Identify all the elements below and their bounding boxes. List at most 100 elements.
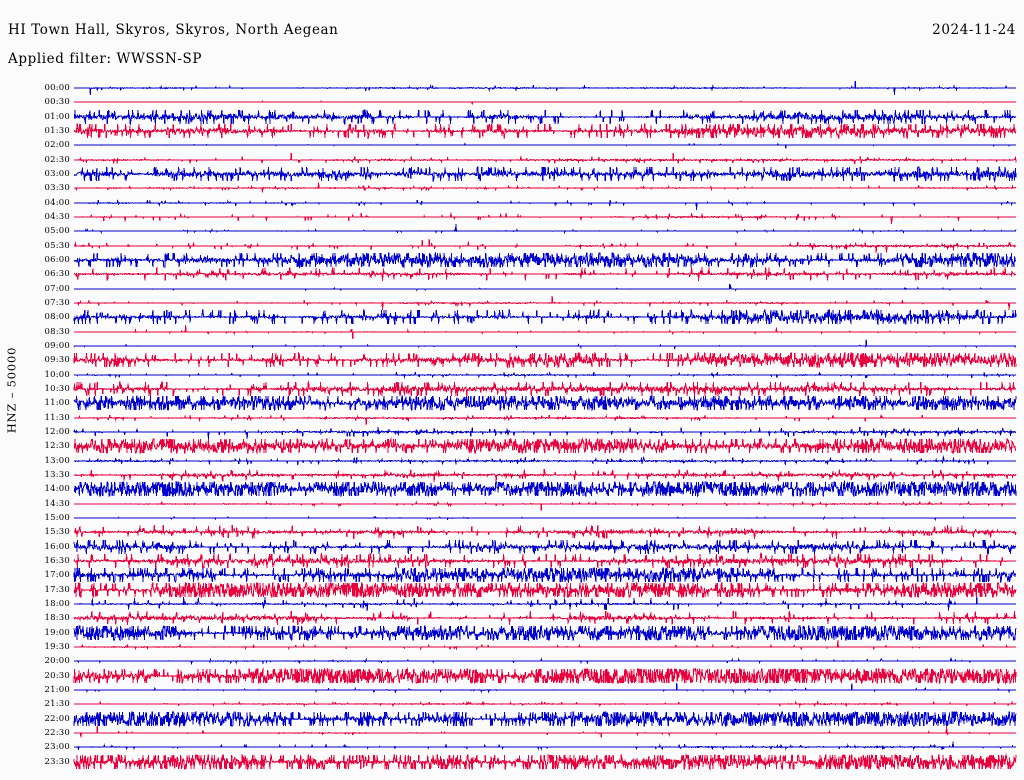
time-tick-label: 11:30 bbox=[44, 412, 70, 423]
time-tick-label: 16:30 bbox=[44, 555, 70, 566]
trace-row bbox=[73, 414, 1017, 426]
time-tick-label: 07:00 bbox=[44, 283, 70, 294]
time-tick-label: 09:30 bbox=[44, 354, 70, 365]
time-tick-label: 21:00 bbox=[44, 684, 70, 695]
trace-row bbox=[73, 700, 1017, 708]
time-tick-label: 05:00 bbox=[44, 225, 70, 236]
time-tick-label: 06:30 bbox=[44, 268, 70, 279]
trace-row bbox=[73, 624, 1017, 642]
trace-row bbox=[73, 395, 1017, 412]
trace-row bbox=[73, 539, 1017, 556]
trace-row bbox=[73, 212, 1017, 225]
time-tick-label: 18:00 bbox=[44, 598, 70, 609]
time-tick-label: 02:30 bbox=[44, 154, 70, 165]
time-tick-label: 00:30 bbox=[44, 96, 70, 107]
trace-row bbox=[73, 524, 1017, 540]
time-tick-label: 21:30 bbox=[44, 698, 70, 709]
time-tick-label: 01:00 bbox=[44, 111, 70, 122]
time-tick-label: 06:00 bbox=[44, 254, 70, 265]
time-tick-label: 04:30 bbox=[44, 211, 70, 222]
trace-row bbox=[73, 166, 1017, 183]
trace-row bbox=[73, 198, 1017, 211]
trace-row bbox=[73, 455, 1017, 465]
time-tick-label: 04:00 bbox=[44, 197, 70, 208]
time-tick-label: 07:30 bbox=[44, 297, 70, 308]
time-tick-label: 12:30 bbox=[44, 440, 70, 451]
trace-row bbox=[73, 480, 1017, 498]
trace-row bbox=[73, 238, 1017, 254]
time-tick-label: 17:00 bbox=[44, 569, 70, 580]
time-tick-label: 14:00 bbox=[44, 483, 70, 494]
trace-row bbox=[73, 639, 1017, 651]
trace-row bbox=[73, 80, 1017, 96]
trace-row bbox=[73, 682, 1017, 694]
time-tick-label: 20:30 bbox=[44, 670, 70, 681]
time-tick-label: 22:30 bbox=[44, 727, 70, 738]
time-tick-label: 11:00 bbox=[44, 397, 70, 408]
time-tick-label: 03:30 bbox=[44, 182, 70, 193]
time-tick-label: 08:30 bbox=[44, 326, 70, 337]
time-tick-label: 13:30 bbox=[44, 469, 70, 480]
record-date: 2024-11-24 bbox=[932, 22, 1016, 38]
trace-row bbox=[73, 122, 1017, 140]
trace-row bbox=[73, 515, 1017, 522]
trace-row bbox=[73, 371, 1017, 379]
trace-row bbox=[73, 566, 1017, 584]
trace-row bbox=[73, 109, 1017, 126]
trace-row bbox=[73, 581, 1017, 599]
time-tick-label: 05:30 bbox=[44, 240, 70, 251]
time-tick-label: 00:00 bbox=[44, 82, 70, 93]
trace-row bbox=[73, 100, 1017, 105]
trace-row bbox=[73, 339, 1017, 350]
time-tick-label: 22:00 bbox=[44, 713, 70, 724]
time-tick-label: 08:00 bbox=[44, 311, 70, 322]
trace-row bbox=[73, 223, 1017, 235]
time-tick-label: 19:00 bbox=[44, 627, 70, 638]
trace-row bbox=[73, 351, 1017, 369]
trace-row bbox=[73, 725, 1017, 738]
time-tick-label: 14:30 bbox=[44, 498, 70, 509]
time-tick-label: 01:30 bbox=[44, 125, 70, 136]
trace-row bbox=[73, 152, 1017, 165]
applied-filter-label: Applied filter: WWSSN-SP bbox=[8, 51, 203, 67]
time-tick-label: 17:30 bbox=[44, 584, 70, 595]
time-tick-label: 03:00 bbox=[44, 168, 70, 179]
trace-row bbox=[73, 667, 1017, 685]
trace-row bbox=[73, 251, 1017, 269]
time-tick-label: 13:00 bbox=[44, 455, 70, 466]
time-tick-label: 10:00 bbox=[44, 369, 70, 380]
trace-row bbox=[73, 710, 1017, 728]
trace-row bbox=[73, 610, 1017, 626]
trace-row bbox=[73, 426, 1017, 440]
trace-row bbox=[73, 657, 1017, 665]
time-tick-label: 16:00 bbox=[44, 541, 70, 552]
trace-row bbox=[73, 500, 1017, 511]
trace-row bbox=[74, 142, 1017, 149]
time-tick-label: 23:30 bbox=[44, 756, 70, 767]
time-tick-label: 02:00 bbox=[44, 139, 70, 150]
trace-row bbox=[73, 295, 1017, 311]
time-tick-label: 18:30 bbox=[44, 612, 70, 623]
time-tick-label: 09:00 bbox=[44, 340, 70, 351]
time-tick-label: 12:00 bbox=[44, 426, 70, 437]
time-tick-label: 23:00 bbox=[44, 741, 70, 752]
trace-row bbox=[73, 324, 1017, 340]
trace-row bbox=[73, 182, 1017, 193]
trace-row bbox=[73, 283, 1017, 292]
page-title: HI Town Hall, Skyros, Skyros, North Aege… bbox=[8, 22, 339, 38]
trace-row bbox=[73, 753, 1017, 771]
time-tick-label: 20:00 bbox=[44, 655, 70, 666]
time-tick-label: 10:30 bbox=[44, 383, 70, 394]
time-tick-label: 15:00 bbox=[44, 512, 70, 523]
trace-row bbox=[73, 380, 1017, 397]
trace-row bbox=[73, 469, 1017, 483]
time-tick-label: 15:30 bbox=[44, 526, 70, 537]
trace-row bbox=[73, 741, 1017, 751]
trace-row bbox=[73, 266, 1017, 282]
trace-row bbox=[73, 308, 1017, 326]
time-tick-label: 19:30 bbox=[44, 641, 70, 652]
trace-row bbox=[73, 437, 1017, 455]
